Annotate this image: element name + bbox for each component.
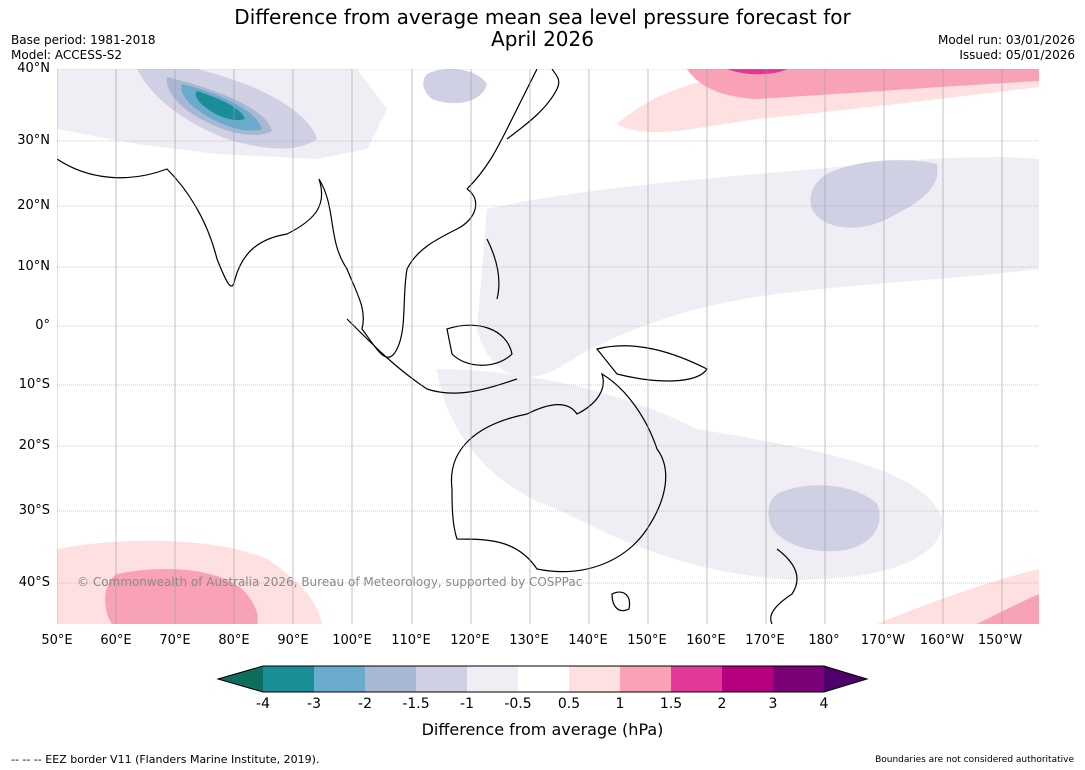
lon-label: 150°W	[977, 633, 1023, 648]
colorbar-swatch	[620, 666, 671, 692]
map-svg	[57, 69, 1039, 624]
colorbar-swatch	[467, 666, 518, 692]
coast-sumatra-java	[346, 318, 518, 394]
title-line-2: April 2026	[491, 27, 594, 51]
anomaly-aus-light	[437, 369, 943, 580]
coast-southeast-asia	[318, 178, 477, 358]
colorbar-swatch-gt-4	[824, 666, 867, 692]
coast-new-guinea	[595, 345, 708, 382]
lon-label: 150°E	[627, 633, 667, 648]
colorbar-tick: 1.5	[659, 696, 683, 712]
coast-philippines	[486, 238, 500, 300]
colorbar-swatch	[518, 666, 569, 692]
colorbar-swatch-lt-m4	[218, 666, 263, 692]
lon-label: 50°E	[41, 633, 73, 648]
coast-india	[57, 158, 323, 287]
colorbar-tick: 3	[768, 696, 778, 712]
coast-borneo	[446, 324, 513, 366]
colorbar-swatch	[722, 666, 773, 692]
colorbar-swatch	[671, 666, 722, 692]
lon-label: 110°E	[391, 633, 431, 648]
lon-label: 170°E	[745, 633, 785, 648]
model-run: Model run: 03/01/2026	[937, 33, 1075, 47]
lon-label: 90°E	[277, 633, 309, 648]
lon-label: 130°E	[509, 633, 549, 648]
anomaly-tasman-blob	[768, 485, 880, 552]
lat-label: 20°S	[18, 438, 50, 453]
colorbar-swatch	[773, 666, 824, 692]
colorbar-title: Difference from average (hPa)	[421, 720, 664, 739]
graticule	[57, 69, 1039, 624]
colorbar-tick: -3	[307, 696, 321, 712]
colorbar-swatch	[365, 666, 416, 692]
meta-right: Model run: 03/01/2026 Issued: 05/01/2026	[938, 33, 1075, 63]
colorbar-tick: 1	[615, 696, 625, 712]
colorbar-tick: 2	[717, 696, 727, 712]
lat-label: 10°N	[17, 259, 50, 274]
colorbar-tick: -1	[460, 696, 474, 712]
anomaly-npac-blob	[810, 160, 938, 228]
lon-label: 120°E	[450, 633, 490, 648]
colorbar-tick: -1.5	[402, 696, 430, 712]
lon-label: 140°E	[568, 633, 608, 648]
boundaries-note: Boundaries are not considered authoritat…	[875, 755, 1074, 765]
lon-label: 160°E	[686, 633, 726, 648]
lat-label: 40°S	[18, 575, 50, 590]
colorbar-swatch	[569, 666, 620, 692]
colorbar-outline	[216, 665, 869, 693]
colorbar	[216, 665, 869, 693]
map-area	[57, 69, 1039, 624]
colorbar-tick: -4	[256, 696, 270, 712]
coast-tasmania	[611, 591, 631, 612]
meta-left: Base period: 1981-2018 Model: ACCESS-S2	[11, 33, 156, 63]
lat-label: 20°N	[17, 198, 50, 213]
anomaly-npac-pos3	[727, 69, 787, 75]
colorbar-tick: -2	[358, 696, 372, 712]
copyright-notice: © Commonwealth of Australia 2026, Bureau…	[77, 575, 583, 589]
coast-china	[466, 69, 538, 190]
colorbar-swatch	[314, 666, 365, 692]
lon-label: 70°E	[159, 633, 191, 648]
lon-label: 170°W	[860, 633, 906, 648]
coast-australia	[450, 372, 667, 573]
lat-label: 0°	[35, 318, 50, 333]
lon-label: 160°W	[919, 633, 965, 648]
lat-label: 10°S	[18, 377, 50, 392]
lat-label: 30°N	[17, 133, 50, 148]
issued-date: Issued: 05/01/2026	[959, 48, 1075, 62]
lat-label: 40°N	[17, 61, 50, 76]
colorbar-swatch	[416, 666, 467, 692]
colorbar-tick: 0.5	[557, 696, 581, 712]
base-period: Base period: 1981-2018	[11, 33, 156, 47]
colorbar-swatch	[263, 666, 314, 692]
anomaly-npac-pos2	[687, 69, 1039, 99]
anomaly-sepac-pos1	[877, 569, 1039, 624]
title-line-1: Difference from average mean sea level p…	[234, 5, 851, 29]
eez-note: -- -- -- EEZ border V11 (Flanders Marine…	[11, 753, 320, 766]
lon-label: 60°E	[100, 633, 132, 648]
lon-label: 180°	[808, 633, 840, 648]
coast-japan	[506, 69, 560, 140]
lon-label: 100°E	[332, 633, 372, 648]
anomaly-tibet-m4	[195, 91, 245, 121]
map-title: Difference from average mean sea level p…	[0, 6, 1085, 50]
model-name: Model: ACCESS-S2	[11, 48, 123, 62]
coastlines	[57, 69, 798, 624]
anomaly-sepac-pos2	[977, 594, 1039, 624]
lat-label: 30°S	[18, 503, 50, 518]
coast-new-zealand	[770, 548, 798, 624]
anomaly-japan-patch	[423, 69, 487, 104]
colorbar-tick: 4	[819, 696, 829, 712]
lon-label: 80°E	[218, 633, 250, 648]
anomaly-fields	[57, 69, 1039, 624]
colorbar-tick: -0.5	[504, 696, 532, 712]
